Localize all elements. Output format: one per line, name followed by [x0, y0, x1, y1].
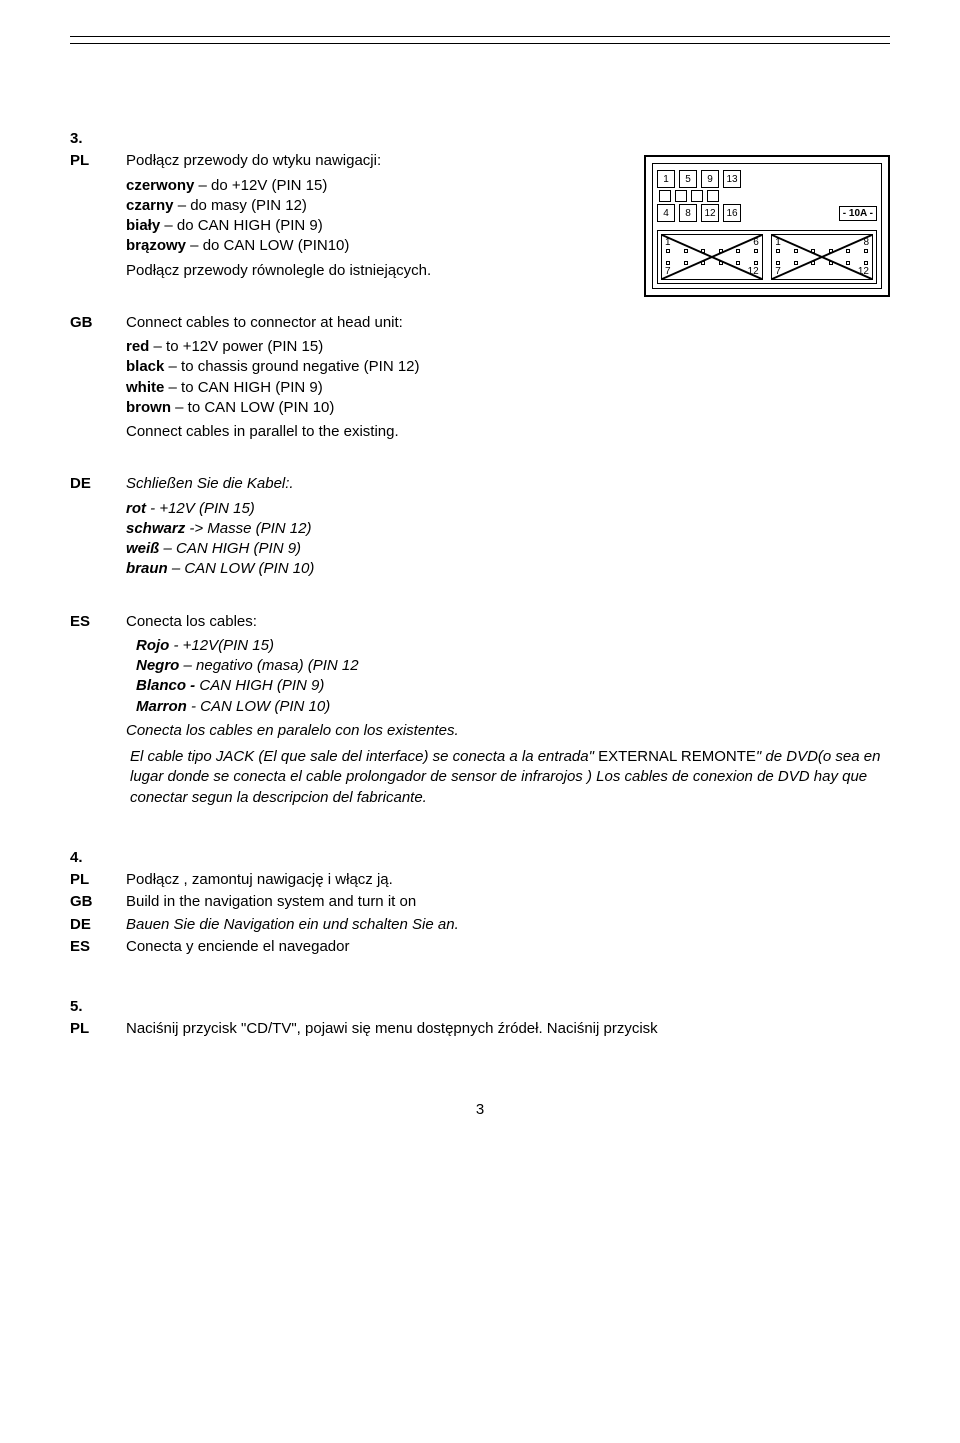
section-4-row: PLPodłącz , zamontuj nawigację i włącz j…	[70, 870, 890, 890]
lang-code: ES	[70, 937, 126, 957]
pin: 1	[657, 170, 675, 188]
section-5-number: 5.	[70, 997, 890, 1017]
pl-tail: Podłącz przewody równolegle do istniejąc…	[126, 261, 624, 281]
wire-line: braun – CAN LOW (PIN 10)	[126, 559, 890, 579]
wire-line: white – to CAN HIGH (PIN 9)	[126, 378, 624, 398]
section-4-number: 4.	[70, 848, 890, 868]
section-4-row: DEBauen Sie die Navigation ein und schal…	[70, 915, 890, 935]
wire-line: Negro – negativo (masa) (PIN 12	[136, 656, 890, 676]
lang-code-de: DE	[70, 474, 126, 494]
lang-code-pl-5: PL	[70, 1019, 126, 1039]
wire-line: czarny – do masy (PIN 12)	[126, 196, 624, 216]
section-3-pl: PL Podłącz przewody do wtyku nawigacji: …	[70, 151, 624, 281]
es-lead: Conecta los cables:	[126, 612, 890, 632]
wire-line: Marron - CAN LOW (PIN 10)	[136, 697, 890, 717]
section-4-text: Bauen Sie die Navigation ein und schalte…	[126, 915, 890, 935]
pl-lead: Podłącz przewody do wtyku nawigacji:	[126, 151, 624, 171]
pin: 5	[679, 170, 697, 188]
pin: 16	[723, 204, 741, 222]
pin: 12	[701, 204, 719, 222]
wire-line: brązowy – do CAN LOW (PIN10)	[126, 236, 624, 256]
wire-line: Rojo - +12V(PIN 15)	[136, 636, 890, 656]
es-tail: Conecta los cables en paralelo con los e…	[126, 721, 890, 741]
wire-line: brown – to CAN LOW (PIN 10)	[126, 398, 624, 418]
section-3-es: ES Conecta los cables: Rojo - +12V(PIN 1…	[70, 612, 890, 808]
wire-line: biały – do CAN HIGH (PIN 9)	[126, 216, 624, 236]
de-lead: Schließen Sie die Kabel:.	[126, 474, 890, 494]
lang-code-pl: PL	[70, 151, 126, 171]
lang-code: DE	[70, 915, 126, 935]
wire-line: czerwony – do +12V (PIN 15)	[126, 176, 624, 196]
section-3: 3. PL Podłącz przewody do wtyku nawigacj…	[70, 129, 890, 808]
wire-line: black – to chassis ground negative (PIN …	[126, 357, 624, 377]
sub-connector: 18712	[771, 234, 873, 280]
de-lines: rot - +12V (PIN 15)schwarz -> Masse (PIN…	[126, 499, 890, 580]
section-3-de: DE Schließen Sie die Kabel:. rot - +12V …	[70, 474, 890, 579]
section-3-gb: GB Connect cables to connector at head u…	[70, 313, 624, 443]
fuse-label: - 10A -	[839, 206, 877, 222]
gb-lines: red – to +12V power (PIN 15)black – to c…	[126, 337, 624, 418]
pin: 9	[701, 170, 719, 188]
sub-connector: 16712	[661, 234, 763, 280]
page-number: 3	[70, 1100, 890, 1120]
section-4-text: Conecta y enciende el navegador	[126, 937, 890, 957]
lang-code-gb: GB	[70, 313, 126, 333]
section-4-row: ESConecta y enciende el navegador	[70, 937, 890, 957]
header-rules	[70, 0, 890, 44]
gb-tail: Connect cables in parallel to the existi…	[126, 422, 624, 442]
section-4-text: Build in the navigation system and turn …	[126, 892, 890, 912]
wire-line: Blanco - CAN HIGH (PIN 9)	[136, 676, 890, 696]
section-5: 5. PL Naciśnij przycisk "CD/TV", pojawi …	[70, 997, 890, 1040]
wire-line: red – to +12V power (PIN 15)	[126, 337, 624, 357]
lang-code: PL	[70, 870, 126, 890]
wire-line: schwarz -> Masse (PIN 12)	[126, 519, 890, 539]
lang-code: GB	[70, 892, 126, 912]
section-5-pl-text: Naciśnij przycisk "CD/TV", pojawi się me…	[126, 1019, 890, 1039]
pin: 13	[723, 170, 741, 188]
es-paragraph: El cable tipo JACK (El que sale del inte…	[130, 747, 890, 808]
section-4: 4. PLPodłącz , zamontuj nawigację i włąc…	[70, 848, 890, 957]
wire-line: rot - +12V (PIN 15)	[126, 499, 890, 519]
section-4-row: GBBuild in the navigation system and tur…	[70, 892, 890, 912]
lang-code-es: ES	[70, 612, 126, 632]
gb-lead: Connect cables to connector at head unit…	[126, 313, 624, 333]
wire-line: weiß – CAN HIGH (PIN 9)	[126, 539, 890, 559]
connector-diagram: 15913 481216 - 10A -	[644, 155, 890, 297]
section-3-number: 3.	[70, 129, 890, 149]
pin: 4	[657, 204, 675, 222]
section-4-text: Podłącz , zamontuj nawigację i włącz ją.	[126, 870, 890, 890]
pl-lines: czerwony – do +12V (PIN 15)czarny – do m…	[126, 176, 624, 257]
es-lines: Rojo - +12V(PIN 15)Negro – negativo (mas…	[136, 636, 890, 717]
es-para-text: El cable tipo JACK (El que sale del inte…	[130, 748, 880, 806]
pin: 8	[679, 204, 697, 222]
